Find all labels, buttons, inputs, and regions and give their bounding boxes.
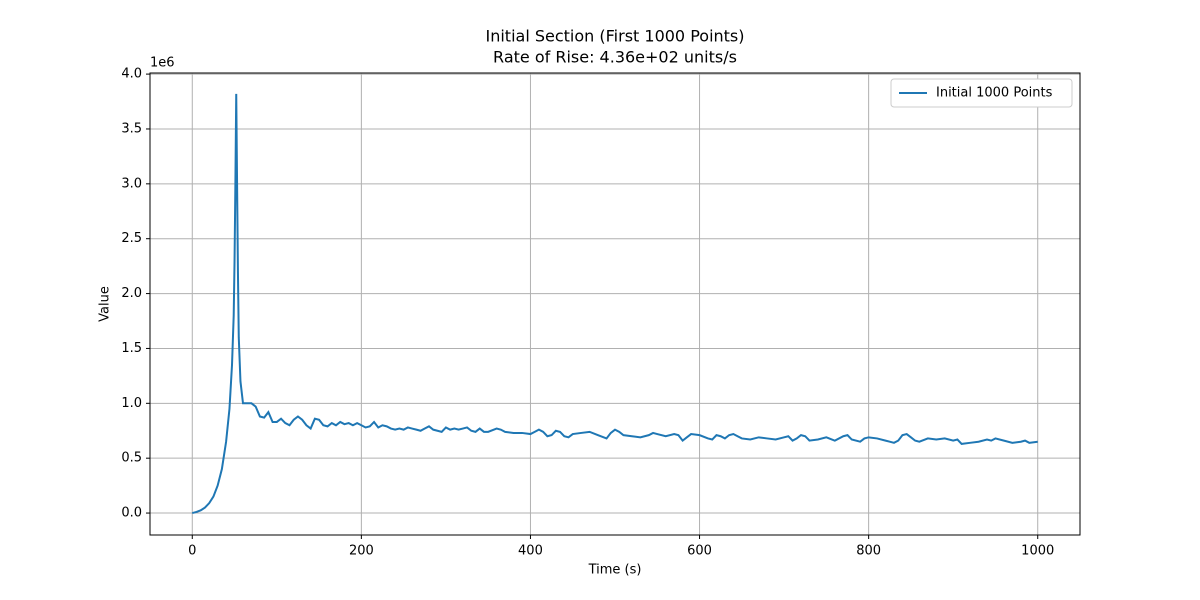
x-tick-label: 200 bbox=[349, 544, 374, 559]
legend-box bbox=[890, 78, 1073, 108]
y-tick-label: 4.0 bbox=[121, 67, 142, 82]
y-tick-label: 0.5 bbox=[121, 451, 142, 466]
x-axis-label: Time (s) bbox=[588, 563, 642, 578]
x-tick-label: 800 bbox=[856, 544, 881, 559]
plot-frame bbox=[149, 72, 1081, 536]
y-tick-label: 1.0 bbox=[121, 396, 142, 411]
data-line bbox=[192, 93, 1038, 515]
x-tick-label: 600 bbox=[687, 544, 712, 559]
chart-subtitle: Rate of Rise: 4.36e+02 units/s bbox=[493, 48, 737, 67]
y-offset-label: 1e6 bbox=[150, 56, 175, 71]
y-tick-label: 3.0 bbox=[121, 176, 142, 191]
legend-label: Initial 1000 Points bbox=[936, 86, 1053, 101]
chart-title: Initial Section (First 1000 Points) bbox=[486, 27, 745, 46]
x-tick-label: 1000 bbox=[1021, 544, 1054, 559]
y-axis-label: Value bbox=[98, 286, 113, 322]
y-tick-label: 2.5 bbox=[121, 231, 142, 246]
y-tick-label: 1.5 bbox=[121, 341, 142, 356]
y-tick-label: 2.0 bbox=[121, 286, 142, 301]
y-tick-label: 0.0 bbox=[121, 506, 142, 521]
x-tick-label: 0 bbox=[188, 544, 196, 559]
x-tick-label: 400 bbox=[518, 544, 543, 559]
y-tick-label: 3.5 bbox=[121, 121, 142, 136]
